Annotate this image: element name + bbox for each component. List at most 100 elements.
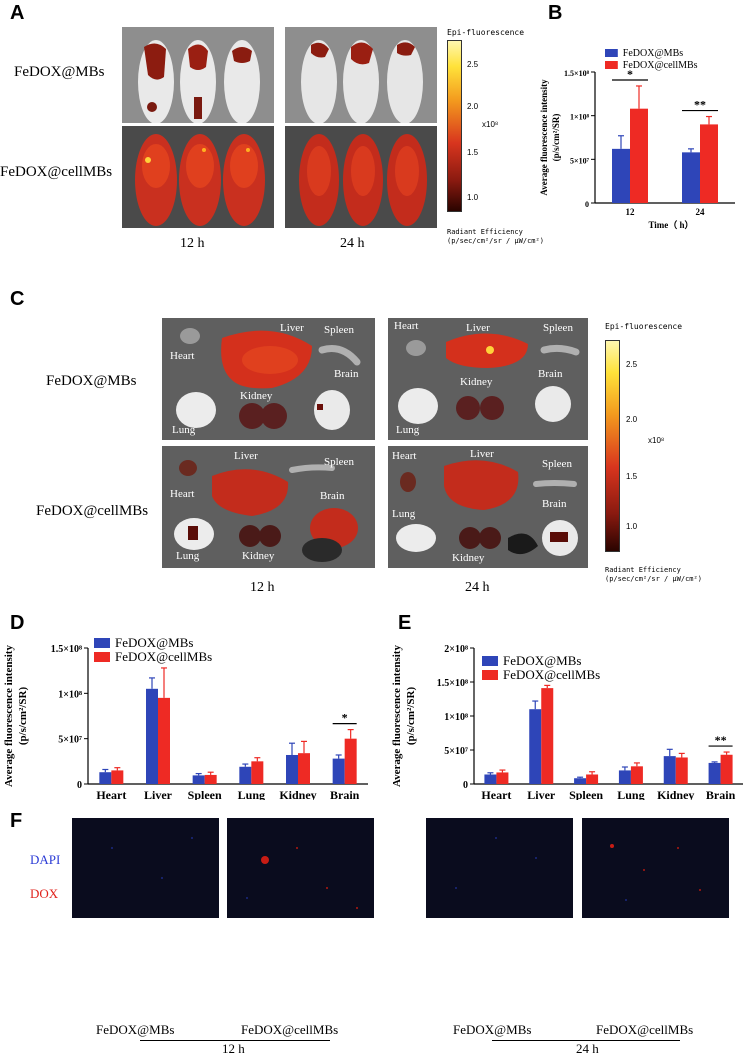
micrograph-mbs-24h xyxy=(426,818,573,918)
panel-label-f: F xyxy=(10,810,23,832)
micro-label-mbs-24h: FeDOX@MBs xyxy=(453,1022,532,1037)
y-axis-label: Average fluorescence intensity (p/s/cm²/S… xyxy=(3,645,29,787)
x-tick-label: Brain xyxy=(330,788,360,800)
significance-mark: ** xyxy=(715,733,727,747)
colorbar-a-multiplier: x10⁸ xyxy=(482,120,499,129)
x-tick-label: Liver xyxy=(144,788,173,800)
organ-label-kidney: Kidney xyxy=(240,390,273,402)
bar xyxy=(158,697,170,784)
time-label-c-24h: 24 h xyxy=(465,580,490,595)
colorbar-c-unit-1: Radiant Efficiency xyxy=(605,566,681,574)
stain-label-dox: DOX xyxy=(30,886,59,901)
organ-label-spleen: Spleen xyxy=(542,458,572,470)
bar xyxy=(529,709,542,784)
x-axis-label: Time（ h） xyxy=(648,220,693,230)
colorbar-c-tick: 1.0 xyxy=(626,522,638,531)
bar xyxy=(541,688,554,784)
chart-d: 0 5×10⁷ 1×10⁸ 1.5×10⁸ Average fluorescence i… xyxy=(3,635,368,800)
row-label-mbs: FeDOX@MBs xyxy=(14,64,105,80)
legend-label: FeDOX@MBs xyxy=(623,48,683,59)
bar xyxy=(663,756,676,784)
legend-swatch xyxy=(482,670,498,680)
organ-image-cellmbs-24h: Heart Liver Spleen Kidney Brain Lung xyxy=(388,446,588,568)
legend-label: FeDOX@MBs xyxy=(115,635,193,650)
panel-label-a: A xyxy=(10,2,25,24)
x-tick-label: Kidney xyxy=(279,788,316,800)
significance-mark: * xyxy=(627,67,633,81)
organ-label-liver: Liver xyxy=(470,448,494,460)
colorbar-c-unit-2: (p/sec/cm²/sr / µW/cm²) xyxy=(605,575,702,583)
organ-label-lung: Lung xyxy=(176,550,200,562)
mouse-image-mbs-12h xyxy=(122,27,274,123)
y-tick-label: 0 xyxy=(77,780,82,791)
bar xyxy=(630,766,643,784)
bar xyxy=(111,770,124,784)
bar xyxy=(99,772,112,784)
colorbar-c xyxy=(605,340,620,552)
y-tick-label: 1.5×10⁸ xyxy=(51,644,82,655)
legend-swatch xyxy=(605,49,618,57)
stain-label-dapi: DAPI xyxy=(30,852,61,867)
bar xyxy=(251,761,264,784)
colorbar-c-tick: 2.5 xyxy=(626,360,638,369)
y-tick-label: 0 xyxy=(585,200,589,209)
y-axis-label: Average fluorescence intensity (p/s/cm²/S… xyxy=(391,645,417,787)
bar xyxy=(675,757,688,784)
colorbar-a-tick: 1.5 xyxy=(467,148,479,157)
colorbar-a-tick: 1.0 xyxy=(467,193,479,202)
organ-label-kidney: Kidney xyxy=(452,552,485,564)
bar xyxy=(720,754,733,784)
panel-label-d: D xyxy=(10,612,25,634)
mouse-image-cellmbs-24h xyxy=(285,126,437,228)
y-tick-label: 1×10⁸ xyxy=(444,712,468,723)
organ-label-spleen: Spleen xyxy=(324,456,354,468)
bar xyxy=(146,688,158,784)
mouse-image-cellmbs-12h xyxy=(122,126,274,228)
y-tick-label: 1×10⁸ xyxy=(570,113,590,122)
legend-label: FeDOX@cellMBs xyxy=(503,667,600,682)
x-tick-label: Spleen xyxy=(188,788,222,800)
group-time-24h: 24 h xyxy=(576,1041,599,1056)
organ-label-spleen: Spleen xyxy=(543,322,573,334)
organ-label-brain: Brain xyxy=(320,490,345,502)
bar xyxy=(332,758,345,784)
y-tick-label: 1.5×10⁸ xyxy=(437,678,468,689)
organ-label-liver: Liver xyxy=(280,322,304,334)
x-tick-label: Kidney xyxy=(657,788,694,800)
y-tick-label: 1.5×10⁸ xyxy=(564,69,590,78)
bar xyxy=(204,774,217,784)
colorbar-c-tick: 2.0 xyxy=(626,415,638,424)
y-axis-label: Average fluorescence intensity (p/s/cm²/S… xyxy=(539,79,561,196)
organ-label-lung: Lung xyxy=(396,424,420,436)
x-tick-label: 24 xyxy=(696,207,706,217)
organ-label-heart: Heart xyxy=(392,450,417,462)
legend-swatch xyxy=(94,652,110,662)
bar xyxy=(192,775,205,784)
micro-label-cellmbs-12h: FeDOX@cellMBs xyxy=(241,1022,339,1037)
legend-label: FeDOX@MBs xyxy=(503,653,581,668)
organ-label-brain: Brain xyxy=(538,368,563,380)
x-tick-label: Lung xyxy=(617,788,644,800)
x-tick-label: Brain xyxy=(706,788,736,800)
row-label-c-mbs: FeDOX@MBs xyxy=(46,373,137,389)
micrograph-mbs-12h xyxy=(72,818,219,918)
y-tick-label: 5×10⁷ xyxy=(444,746,468,757)
bar xyxy=(496,772,509,784)
group-underline-24h xyxy=(492,1040,680,1041)
bar xyxy=(574,778,587,784)
bar xyxy=(286,754,298,784)
row-label-c-cellmbs: FeDOX@cellMBs xyxy=(36,503,149,519)
organ-label-brain: Brain xyxy=(334,368,359,380)
bar xyxy=(586,774,599,784)
bar xyxy=(618,770,631,784)
organ-image-cellmbs-12h: Heart Liver Spleen Kidney Brain Lung xyxy=(162,446,375,568)
bar xyxy=(708,762,721,784)
colorbar-a-tick: 2.5 xyxy=(467,60,479,69)
y-tick-label: 5×10⁷ xyxy=(570,156,590,165)
bar xyxy=(239,766,252,784)
significance-mark: ** xyxy=(694,98,706,112)
organ-label-heart: Heart xyxy=(394,320,419,332)
bar xyxy=(612,148,630,203)
colorbar-c-tick: 1.5 xyxy=(626,472,638,481)
